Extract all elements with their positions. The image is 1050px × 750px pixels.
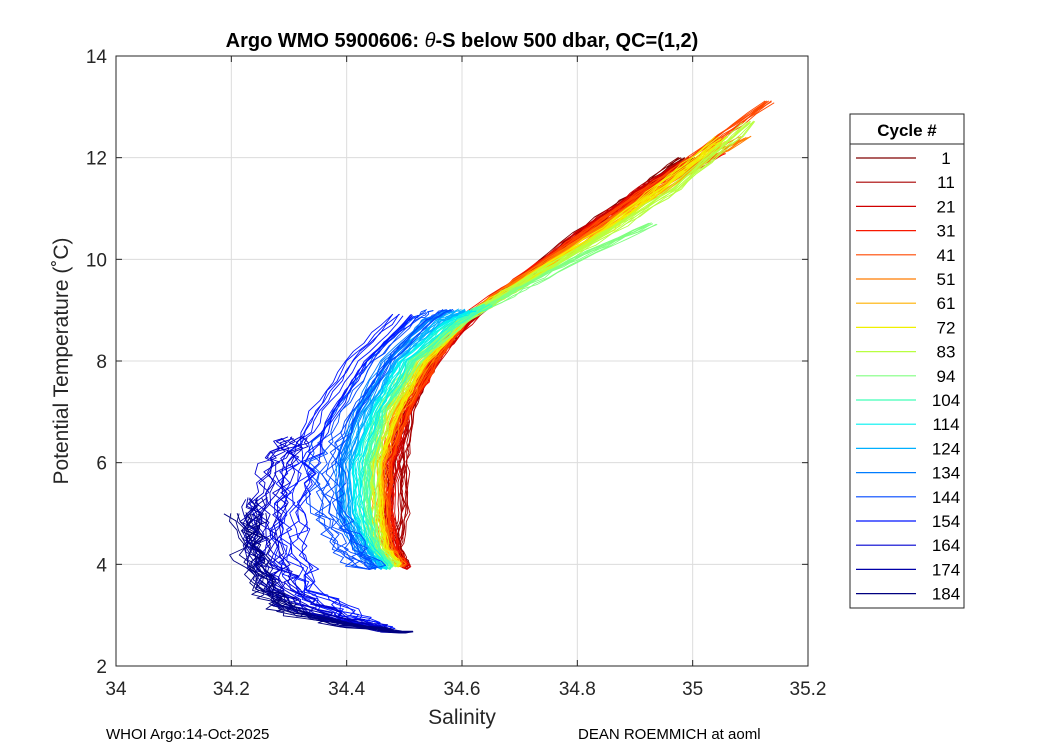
- profile-line-cycle-134: [338, 309, 447, 570]
- y-tick-label: 14: [86, 47, 108, 68]
- legend-label-144: 144: [932, 488, 960, 507]
- profile-line-cycle-134: [337, 310, 450, 570]
- y-tick-label: 4: [96, 555, 107, 576]
- y-tick-label: 2: [96, 657, 107, 678]
- profile-line-cycle-72: [377, 138, 726, 568]
- legend-box: [849, 113, 965, 609]
- profile-line-cycle-184: [236, 513, 405, 634]
- y-tick-label: 10: [86, 250, 107, 271]
- profile-line-cycle-114: [356, 310, 477, 570]
- x-tick-label: 34.4: [328, 679, 365, 700]
- profile-line-cycle-104: [362, 304, 486, 570]
- legend-label-104: 104: [932, 391, 960, 410]
- legend-entries: 1112131415161728394104114124134144154164…: [856, 149, 960, 604]
- profile-line-cycle-41: [385, 100, 769, 568]
- ticks: 34 34.2 34.4 34.6 34.8 35 35.2 2 4 6 8 10 12 14: [86, 47, 827, 700]
- profile-line-cycle-94: [372, 223, 657, 567]
- chart-title-theta: θ: [425, 30, 436, 52]
- profile-line-cycle-104: [368, 305, 493, 570]
- x-tick-label: 34.8: [559, 679, 596, 700]
- profile-line-cycle-144: [331, 309, 451, 570]
- legend-label-1: 1: [941, 149, 950, 168]
- legend-label-83: 83: [937, 343, 956, 362]
- profile-line-cycle-144: [307, 310, 426, 570]
- profile-line-cycle-154: [295, 314, 419, 631]
- legend-label-174: 174: [932, 560, 960, 579]
- profile-line-cycle-174: [244, 497, 405, 634]
- legend-label-184: 184: [932, 585, 960, 604]
- x-axis-label: Salinity: [428, 706, 496, 729]
- x-tick-label: 35: [682, 679, 703, 700]
- profile-line-cycle-184: [240, 512, 405, 634]
- legend-label-72: 72: [937, 318, 956, 337]
- chart-title-prefix: Argo WMO 5900606:: [226, 30, 425, 52]
- legend: Cycle # 11121314151617283941041141241341…: [849, 113, 965, 609]
- y-tick-label: 8: [96, 352, 107, 373]
- legend-label-114: 114: [932, 415, 959, 434]
- profile-line-cycle-184: [248, 512, 414, 634]
- legend-label-94: 94: [937, 367, 956, 386]
- profile-line-cycle-104: [365, 303, 491, 570]
- profile-line-cycle-94: [361, 224, 648, 568]
- x-tick-label: 34: [105, 679, 127, 700]
- profile-line-cycle-124: [347, 309, 464, 570]
- profiles: [223, 100, 775, 634]
- x-tick-label: 35.2: [790, 679, 827, 700]
- profile-line-cycle-154: [286, 314, 412, 631]
- legend-label-51: 51: [937, 270, 956, 289]
- profile-line-cycle-174: [252, 497, 405, 634]
- plot-area: 34 34.2 34.4 34.6 34.8 35 35.2 2 4 6 8 10 12 14: [86, 47, 827, 700]
- profile-line-cycle-154: [269, 313, 394, 631]
- legend-label-31: 31: [937, 222, 956, 241]
- chart-title: Argo WMO 5900606: θ-S below 500 dbar, QC…: [226, 30, 699, 52]
- y-tick-label: 12: [86, 149, 107, 170]
- y-axis-label: Potential Temperature (˚C): [50, 237, 73, 484]
- legend-label-134: 134: [932, 464, 960, 483]
- profile-line-cycle-144: [314, 310, 434, 570]
- profile-line-cycle-144: [335, 308, 454, 570]
- profile-line-cycle-83: [374, 120, 755, 568]
- profile-line-cycle-144: [306, 309, 426, 570]
- legend-label-164: 164: [932, 536, 960, 555]
- legend-title: Cycle #: [877, 121, 937, 140]
- legend-label-124: 124: [932, 439, 960, 458]
- footer-pi: DEAN ROEMMICH at aoml: [578, 726, 761, 743]
- profile-line-cycle-124: [343, 309, 462, 570]
- profile-line-cycle-184: [223, 513, 405, 634]
- footer-credit: WHOI Argo:14-Oct-2025: [106, 726, 270, 743]
- profile-line-cycle-144: [321, 309, 447, 570]
- x-tick-label: 34.2: [213, 679, 250, 700]
- profile-line-cycle-124: [348, 309, 466, 570]
- y-tick-label: 6: [96, 454, 107, 475]
- legend-label-154: 154: [932, 512, 960, 531]
- x-tick-label: 34.6: [444, 679, 481, 700]
- legend-label-21: 21: [937, 197, 956, 216]
- chart-title-suffix: -S below 500 dbar, QC=(1,2): [435, 30, 698, 52]
- legend-label-41: 41: [937, 246, 956, 265]
- legend-label-11: 11: [937, 173, 955, 192]
- profile-line-cycle-114: [359, 310, 477, 570]
- legend-label-61: 61: [937, 294, 956, 313]
